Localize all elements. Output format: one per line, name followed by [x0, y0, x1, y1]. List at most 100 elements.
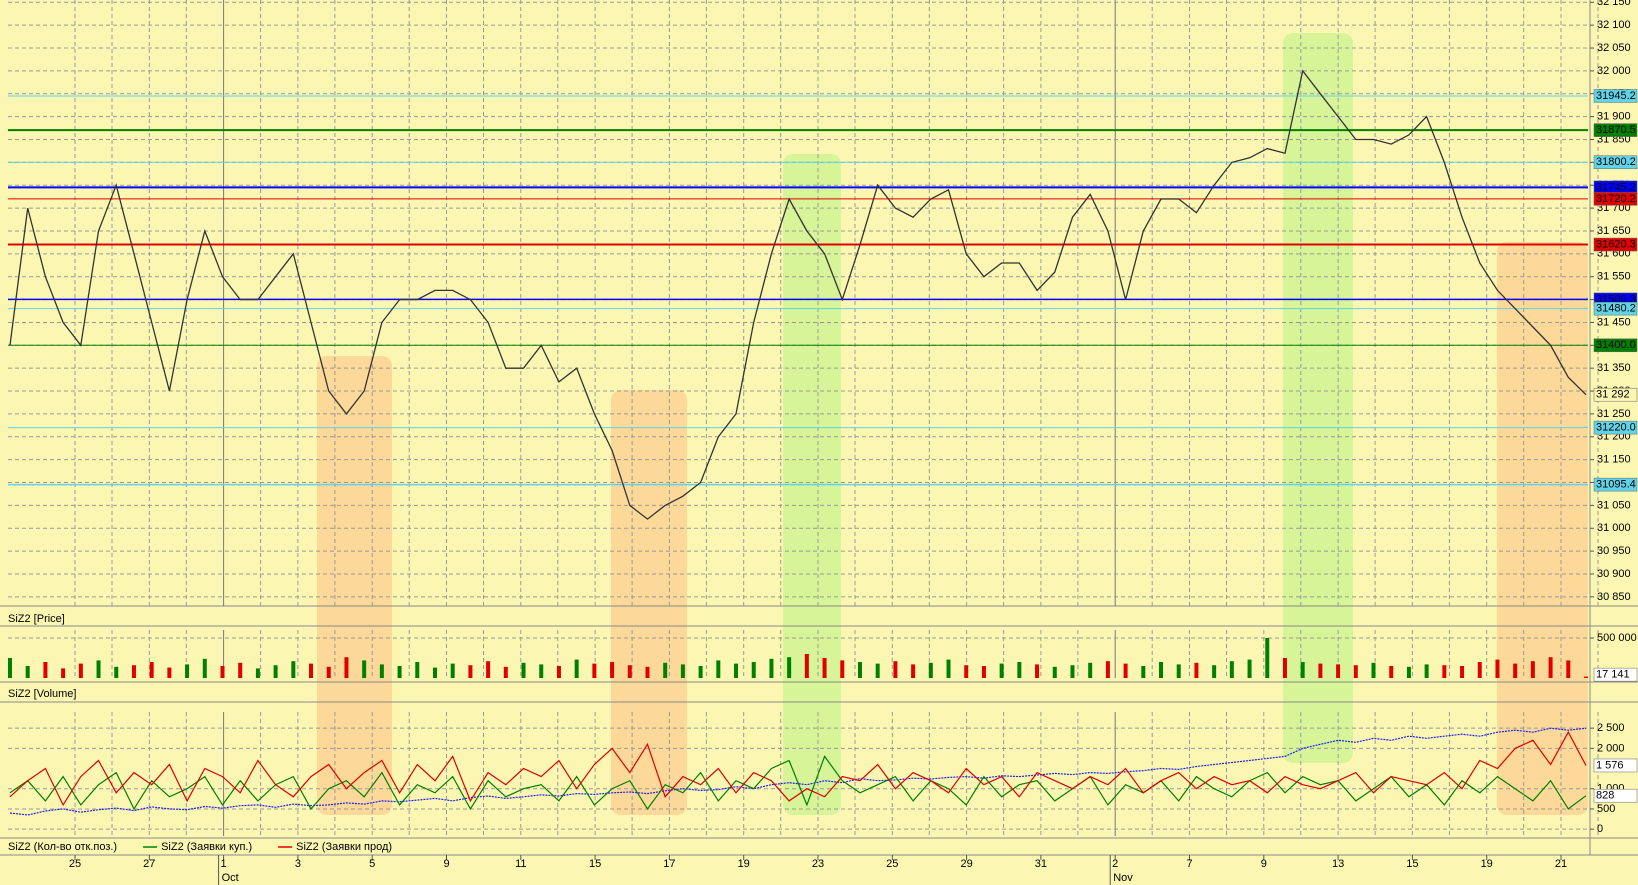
level-label-box — [1593, 155, 1638, 170]
series-line — [9, 727, 1587, 816]
y-tick-label: 31 250 — [1597, 408, 1631, 420]
volume-bar — [1495, 659, 1500, 678]
volume-bar — [220, 666, 225, 678]
volume-bar — [1477, 662, 1482, 678]
y-tick-label: 31 650 — [1597, 225, 1631, 237]
x-tick-label: 15 — [589, 858, 601, 870]
x-tick-label: 29 — [960, 858, 972, 870]
volume-bar — [25, 666, 30, 678]
x-tick-label: 11 — [515, 858, 526, 870]
last-volume-label-box — [1593, 667, 1638, 682]
volume-bar — [893, 661, 898, 678]
x-tick-label: 3 — [295, 858, 301, 870]
volume-bar — [61, 668, 66, 678]
volume-bar — [1566, 660, 1571, 678]
volume-bar — [1141, 666, 1146, 678]
last-volume-label: 17 141 — [1596, 669, 1630, 681]
level-label-box — [1593, 123, 1638, 137]
level-label-box — [1593, 420, 1638, 435]
volume-bar — [1052, 666, 1057, 678]
level-label: 31095.4 — [1596, 479, 1636, 491]
volume-bar — [610, 662, 615, 678]
y-tick-label: 2 500 — [1597, 722, 1625, 734]
y-tick-label: 31 350 — [1597, 362, 1631, 374]
volume-bar — [1265, 638, 1270, 678]
volume-bar — [131, 665, 136, 678]
volume-bar — [1513, 663, 1518, 678]
x-tick-label: 17 — [663, 858, 675, 870]
volume-bar — [698, 666, 703, 678]
last-value-label: 828 — [1596, 790, 1614, 802]
y-tick-label: 31 150 — [1597, 454, 1631, 466]
level-label-box — [1593, 237, 1638, 252]
volume-bar — [911, 664, 916, 678]
volume-bar — [556, 666, 561, 678]
volume-bar — [1336, 664, 1341, 678]
volume-bar — [875, 663, 880, 678]
x-tick-label: 23 — [812, 858, 824, 870]
volume-bar — [149, 662, 154, 678]
level-label: 31945.2 — [1596, 90, 1636, 102]
volume-bar — [1088, 662, 1093, 678]
month-label: Oct — [222, 872, 239, 884]
level-label: 31745.2 — [1596, 181, 1636, 193]
volume-bar — [43, 662, 48, 678]
volume-bar — [1017, 662, 1022, 678]
volume-bar — [787, 657, 792, 678]
volume-bar — [1105, 661, 1110, 678]
y-tick-label: 31 550 — [1597, 271, 1631, 283]
series-line — [9, 69, 1587, 520]
level-label: 31870.5 — [1596, 124, 1636, 136]
volume-bar — [981, 666, 986, 678]
volume-bar — [769, 658, 774, 678]
volume-bar — [734, 663, 739, 678]
volume-bar — [857, 662, 862, 678]
x-tick-label: 15 — [1406, 858, 1418, 870]
x-tick-label: 1 — [221, 858, 227, 870]
y-tick-label: 32 100 — [1597, 19, 1631, 31]
volume-bar — [946, 659, 951, 678]
volume-bar — [592, 663, 597, 678]
volume-bar — [751, 662, 756, 678]
volume-bar — [1584, 676, 1588, 678]
sell-zone — [611, 390, 687, 815]
x-tick-label: 27 — [143, 858, 155, 870]
y-tick-label: 2 000 — [1597, 742, 1625, 754]
volume-bar — [1371, 662, 1376, 678]
volume-bar — [1353, 665, 1358, 678]
volume-bar — [291, 661, 296, 678]
volume-bar — [1389, 666, 1394, 678]
level-label-box — [1593, 192, 1638, 206]
volume-bar — [450, 663, 455, 678]
x-tick-label: 2 — [1112, 858, 1118, 870]
volume-bar — [822, 658, 827, 678]
y-tick-label: 32 150 — [1597, 0, 1631, 8]
month-label: Nov — [1113, 872, 1133, 884]
level-label-box — [1593, 89, 1638, 103]
volume-bar — [486, 661, 491, 678]
volume-bar — [680, 664, 685, 678]
y-tick-label: 31 450 — [1597, 316, 1631, 328]
volume-bar — [96, 660, 101, 678]
volume-bar — [627, 665, 632, 678]
y-tick-label: 30 850 — [1597, 591, 1631, 603]
last-price-label-box — [1593, 387, 1638, 402]
x-tick-label: 25 — [886, 858, 898, 870]
y-tick-label: 30 900 — [1597, 568, 1631, 580]
level-label-box — [1593, 477, 1638, 492]
legend-label: SiZ2 (Заявки куп.) — [161, 841, 252, 853]
y-tick-label: 32 050 — [1597, 42, 1631, 54]
volume-bar — [1530, 661, 1535, 678]
y-tick-label: 0 — [1597, 823, 1603, 835]
level-label-box — [1593, 301, 1638, 316]
volume-bar — [1406, 666, 1411, 678]
volume-bar — [1159, 662, 1164, 678]
volume-bar — [521, 662, 526, 678]
y-tick-label: 31 050 — [1597, 499, 1631, 511]
volume-bar — [1318, 663, 1323, 678]
volume-bar — [344, 657, 349, 678]
volume-bar — [326, 666, 331, 678]
last-price-label: 31 292 — [1596, 389, 1630, 401]
